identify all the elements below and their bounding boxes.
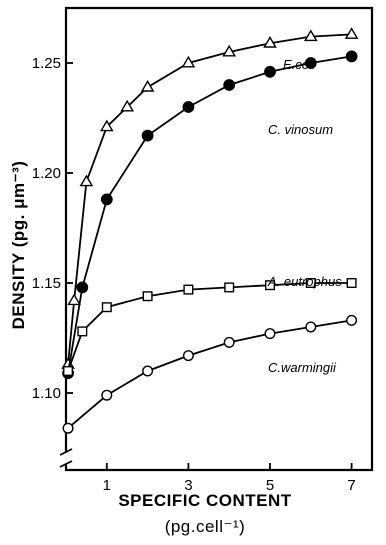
data-point-a-eutrophus-7 xyxy=(305,278,316,289)
y-tick-label-1.20: 1.20 xyxy=(32,165,61,182)
y-axis-title: DENSITY (pg. μm⁻³) xyxy=(9,161,28,330)
data-point-c-vinosum-7 xyxy=(304,57,317,69)
data-point-c-vinosum-2 xyxy=(100,193,113,206)
x-axis-unit: (pg.cell⁻¹) xyxy=(165,517,246,536)
series-label-a-eutrophus: A. eutrophus xyxy=(267,274,342,289)
data-point-c-warmingii-3 xyxy=(182,350,194,362)
plot-frame xyxy=(59,6,374,472)
x-tick-label-5: 5 xyxy=(266,477,274,494)
series-line-c-warmingii xyxy=(67,319,352,429)
axis-break-mark xyxy=(59,460,73,468)
y-tick-label-1.10: 1.10 xyxy=(32,385,61,402)
data-point-c-vinosum-5 xyxy=(223,79,236,91)
data-point-c-warmingii-6 xyxy=(305,321,317,333)
data-point-c-warmingii-0 xyxy=(62,422,74,434)
data-point-c-warmingii-2 xyxy=(142,365,154,377)
series-e-coli: E.coli xyxy=(61,27,359,369)
data-point-a-eutrophus-4 xyxy=(183,284,194,295)
data-point-e-coli-8 xyxy=(263,36,277,48)
data-point-e-coli-2 xyxy=(79,174,94,187)
x-tick-label-3: 3 xyxy=(184,477,192,494)
data-point-e-coli-4 xyxy=(120,99,135,112)
data-point-a-eutrophus-8 xyxy=(346,278,357,289)
data-point-e-coli-1 xyxy=(67,293,81,306)
data-point-c-warmingii-4 xyxy=(223,336,235,348)
series-label-c-warmingii: C.warmingii xyxy=(268,360,337,375)
data-point-a-eutrophus-1 xyxy=(77,326,88,337)
x-tick-label-7: 7 xyxy=(347,477,355,494)
data-point-c-vinosum-1 xyxy=(76,281,89,294)
data-point-c-vinosum-8 xyxy=(345,50,358,63)
data-point-a-eutrophus-3 xyxy=(142,291,153,302)
data-point-c-warmingii-7 xyxy=(346,314,358,326)
data-point-e-coli-7 xyxy=(222,44,237,57)
data-point-e-coli-6 xyxy=(181,55,196,68)
axis-ticks: 1 3 5 7 1.10 1.15 1.20 1.25 xyxy=(32,55,356,494)
data-point-c-warmingii-1 xyxy=(101,389,113,401)
data-point-a-eutrophus-0 xyxy=(63,366,74,377)
data-point-e-coli-3 xyxy=(99,119,114,132)
data-point-a-eutrophus-6 xyxy=(265,280,276,291)
data-point-a-eutrophus-5 xyxy=(224,282,235,293)
axis-break-mark xyxy=(59,448,73,456)
x-tick-label-1: 1 xyxy=(103,477,111,494)
data-point-c-vinosum-4 xyxy=(182,101,195,113)
data-point-e-coli-9 xyxy=(303,29,318,42)
series-label-c-vinosum: C. vinosum xyxy=(268,122,333,137)
data-point-e-coli-5 xyxy=(140,80,155,92)
plot-frame-border xyxy=(64,6,374,472)
series-a-eutrophus: A. eutrophus xyxy=(63,274,357,377)
data-point-c-warmingii-5 xyxy=(264,328,276,340)
data-point-c-vinosum-3 xyxy=(141,129,154,142)
y-tick-label-1.25: 1.25 xyxy=(32,55,61,72)
y-tick-label-1.15: 1.15 xyxy=(32,275,61,292)
data-point-e-coli-10 xyxy=(344,27,359,39)
data-point-a-eutrophus-2 xyxy=(101,302,112,313)
x-axis-title: SPECIFIC CONTENT xyxy=(118,491,291,510)
data-point-c-vinosum-6 xyxy=(264,65,276,78)
series-c-warmingii: C.warmingii xyxy=(62,314,358,434)
